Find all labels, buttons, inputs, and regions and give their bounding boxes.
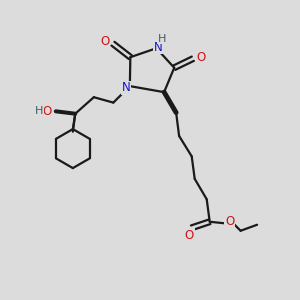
Text: O: O	[225, 215, 234, 228]
Text: O: O	[196, 51, 206, 64]
Text: N: N	[154, 41, 162, 54]
Text: O: O	[42, 105, 51, 118]
Text: H: H	[158, 34, 166, 44]
Text: O: O	[185, 229, 194, 242]
Text: N: N	[122, 81, 130, 94]
Text: H: H	[35, 106, 44, 116]
Text: O: O	[100, 35, 109, 48]
